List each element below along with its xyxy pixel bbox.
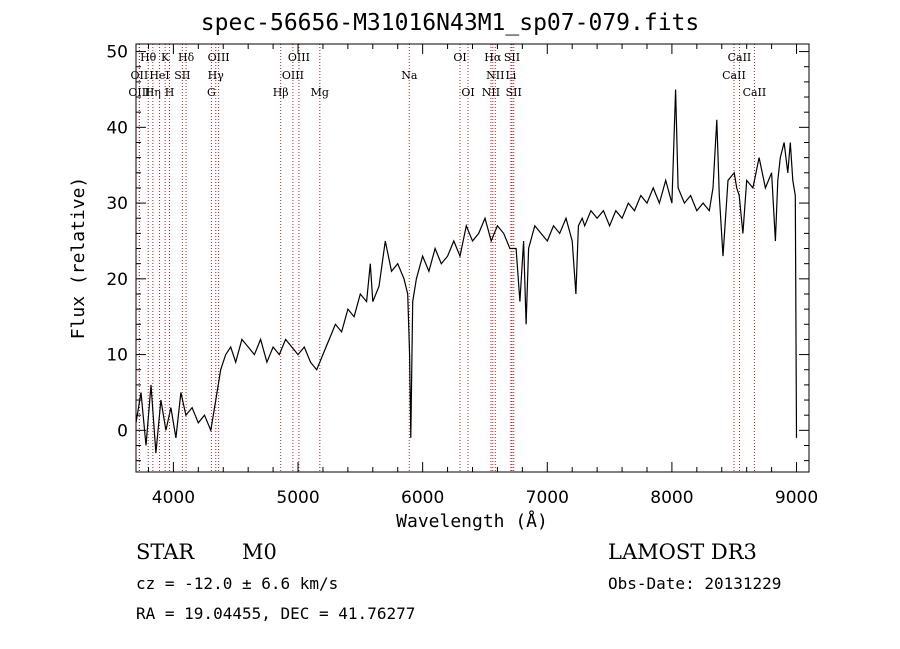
emission-line-label: SII (174, 69, 190, 82)
emission-line-label: OIII (282, 69, 304, 82)
emission-line-label: Hη (145, 86, 161, 99)
emission-line-label: Hα (484, 51, 502, 64)
emission-line-label: OI (453, 51, 466, 64)
y-tick-label: 40 (106, 118, 128, 138)
emission-line-label: NII (482, 86, 500, 99)
emission-line-label: OIII (288, 51, 310, 64)
emission-line-label: OIII (208, 51, 230, 64)
x-tick-label: 7000 (526, 488, 569, 508)
emission-line-label: Na (401, 69, 418, 82)
emission-line-label: K (161, 51, 170, 64)
object-class: STAR (136, 540, 195, 564)
emission-line-labels: Hθ OII OIII K HeI Hη Hδ SII H OIII Hγ G OIII OIII Hβ Mg… (128, 51, 766, 99)
emission-line-label: NII (486, 69, 504, 82)
emission-line-label: SII (504, 51, 520, 64)
y-axis-label: Flux (relative) (68, 177, 89, 340)
y-tick-label: 30 (106, 194, 128, 214)
emission-line-label: OI (461, 86, 474, 99)
redshift-readout: cz = -12.0 ± 6.6 km/s (136, 574, 339, 593)
emission-line-label: Hβ (273, 86, 289, 99)
y-tick-label: 10 (106, 346, 128, 366)
axis-ticks: 4000 5000 6000 7000 8000 9000 0 10 20 30 40 50 (106, 43, 818, 508)
x-tick-label: 4000 (152, 488, 195, 508)
emission-line-markers (138, 44, 755, 472)
x-axis-label: Wavelength (Å) (396, 510, 548, 532)
emission-line-label: OIII (128, 86, 150, 99)
emission-line-label: OII (131, 69, 149, 82)
plot-frame (135, 43, 810, 473)
emission-line-label: Li (505, 69, 516, 82)
spectrum-series (136, 89, 798, 454)
emission-line-label: CaII (722, 69, 746, 82)
x-tick-label: 9000 (775, 488, 818, 508)
coordinates-readout: RA = 19.04455, DEC = 41.76277 (136, 604, 416, 623)
y-tick-label: 50 (106, 43, 128, 63)
y-tick-label: 0 (117, 421, 128, 441)
emission-line-label: Hθ (140, 51, 157, 64)
emission-line-label: CaII (728, 51, 752, 64)
chart-title: spec-56656-M31016N43M1_sp07-079.fits (200, 10, 700, 36)
flux-series-line (136, 89, 798, 454)
emission-line-label: Hδ (178, 51, 195, 64)
emission-line-label: SII (506, 86, 522, 99)
emission-line-label: CaII (743, 86, 767, 99)
survey-name: LAMOST DR3 (608, 540, 757, 564)
emission-line-label: H (165, 86, 175, 99)
emission-line-label: HeI (149, 69, 169, 82)
emission-line-label: Mg (311, 86, 329, 99)
x-tick-label: 5000 (276, 488, 319, 508)
object-subclass: M0 (242, 540, 277, 564)
emission-line-label: G (207, 86, 216, 99)
observation-date: Obs-Date: 20131229 (608, 574, 782, 593)
x-tick-label: 8000 (650, 488, 693, 508)
x-tick-label: 6000 (401, 488, 444, 508)
y-tick-label: 20 (106, 270, 128, 290)
emission-line-label: Hγ (208, 69, 225, 82)
